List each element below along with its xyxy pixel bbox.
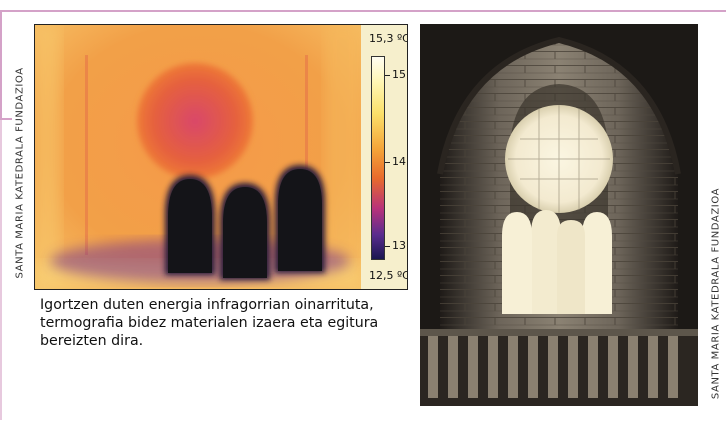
temperature-scale: 15,3 ºC 15 14 13 12,5 ºC — [361, 25, 408, 289]
thermogram-image — [35, 25, 361, 289]
scale-max-label: 15,3 ºC — [369, 32, 408, 45]
figure-caption: Igortzen duten energia infragorrian oina… — [40, 297, 379, 349]
scale-tick — [385, 75, 390, 76]
photo-credit-left: SANTA MARIA KATEDRALA FUNDAZIOA — [14, 67, 26, 279]
frame-tick — [0, 118, 12, 120]
photo-credit-right: SANTA MARIA KATEDRALA FUNDAZIOA — [710, 187, 722, 400]
frame-top-rule — [0, 10, 726, 12]
frame-left-rule-lower — [0, 120, 2, 420]
scale-tick-label: 14 — [392, 155, 406, 168]
scale-min-label: 12,5 ºC — [369, 269, 408, 282]
scale-tick — [385, 162, 390, 163]
scale-tick-label: 15 — [392, 68, 406, 81]
window-photo — [420, 24, 698, 406]
thermogram-figure: 15,3 ºC 15 14 13 12,5 ºC — [34, 24, 408, 290]
scale-tick-label: 13 — [392, 239, 406, 252]
frame-left-rule — [0, 12, 2, 118]
color-scale-bar — [371, 56, 385, 260]
scale-tick — [385, 246, 390, 247]
gothic-window-photo — [420, 24, 698, 406]
